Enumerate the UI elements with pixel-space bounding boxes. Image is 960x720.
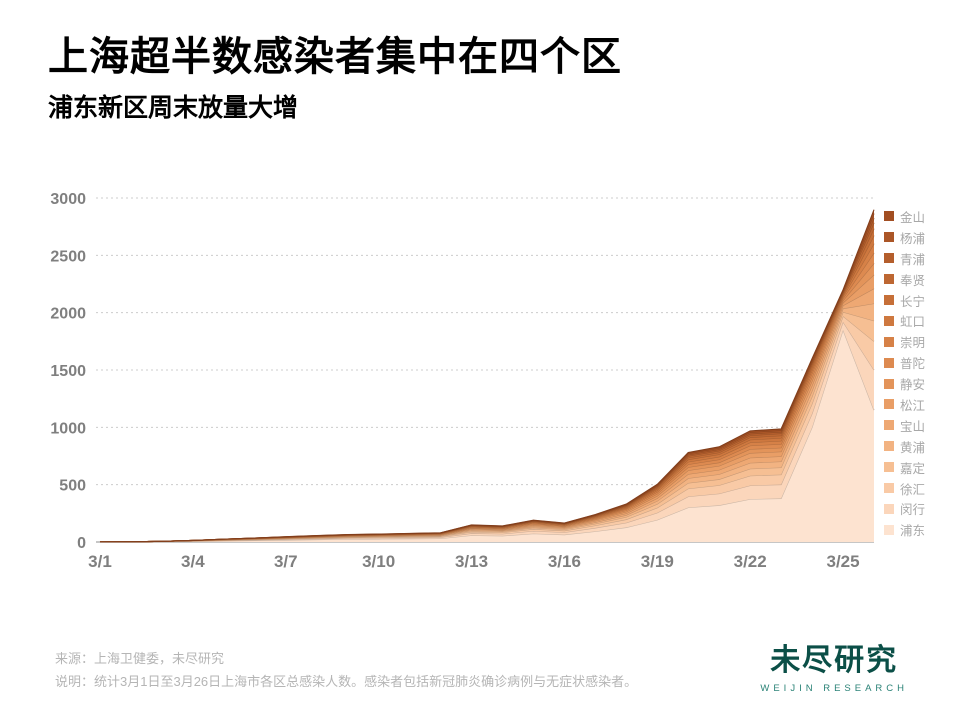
page-title: 上海超半数感染者集中在四个区	[48, 35, 622, 79]
legend-item: 黄浦	[884, 436, 925, 457]
y-tick-label: 3000	[50, 191, 86, 208]
x-tick-label: 3/25	[826, 552, 859, 571]
legend-swatch	[884, 483, 894, 494]
legend-item: 长宁	[884, 290, 925, 311]
logo-subtitle: WEIJIN RESEARCH	[760, 683, 908, 694]
legend-label: 宝山	[900, 419, 926, 434]
legend-label: 嘉定	[900, 461, 926, 476]
weijin-research-logo: 未尽研究 WEIJIN RESEARCH	[760, 635, 908, 694]
legend-label: 奉贤	[900, 273, 926, 288]
y-tick-label: 1500	[50, 363, 86, 380]
x-tick-label: 3/22	[734, 552, 767, 571]
y-tick-label: 2000	[50, 306, 86, 323]
page-subtitle: 浦东新区周末放量大增	[48, 94, 299, 122]
legend-item: 徐汇	[884, 478, 925, 499]
legend-item: 崇明	[884, 331, 925, 352]
legend-label: 徐汇	[900, 482, 926, 497]
legend-label: 黄浦	[900, 440, 926, 455]
legend-swatch	[884, 462, 894, 473]
legend-item: 宝山	[884, 415, 925, 436]
legend-swatch	[884, 211, 894, 222]
legend-swatch	[884, 399, 894, 410]
legend-label: 虹口	[900, 315, 926, 330]
legend-label: 浦东	[900, 524, 926, 539]
legend-item: 奉贤	[884, 269, 925, 290]
logo-wordmark: 未尽研究	[770, 643, 899, 678]
x-tick-label: 3/13	[455, 552, 488, 571]
legend-swatch	[884, 503, 894, 514]
series-area	[100, 329, 874, 542]
x-tick-label: 3/19	[641, 552, 674, 571]
y-tick-label: 2500	[50, 248, 86, 265]
legend-item: 嘉定	[884, 457, 925, 478]
legend-label: 普陀	[900, 357, 926, 372]
legend-label: 青浦	[900, 252, 926, 267]
legend-label: 静安	[900, 378, 926, 393]
stacked-area-chart: 0 500 1000 1500 2000 2500 3000 3/1 3/4 3/7 3/10 3/1…	[50, 191, 875, 571]
legend-item: 闵行	[884, 498, 925, 519]
legend-swatch	[884, 357, 894, 368]
source-note: 来源：上海卫健委，未尽研究	[55, 651, 225, 666]
legend-swatch	[884, 378, 894, 389]
legend-label: 松江	[900, 398, 926, 413]
x-tick-label: 3/7	[274, 552, 298, 571]
x-tick-label: 3/16	[548, 552, 581, 571]
legend-item: 虹口	[884, 310, 925, 331]
legend-swatch	[884, 420, 894, 431]
legend-label: 闵行	[900, 503, 926, 518]
legend-item: 杨浦	[884, 227, 925, 248]
chart-legend: 金山杨浦青浦奉贤长宁虹口崇明普陀静安松江宝山黄浦嘉定徐汇闵行浦东	[884, 206, 925, 540]
legend-swatch	[884, 336, 894, 347]
legend-item: 金山	[884, 206, 925, 227]
series-edge-line	[99, 209, 875, 543]
legend-item: 普陀	[884, 352, 925, 373]
legend-label: 长宁	[900, 294, 926, 309]
legend-label: 金山	[900, 210, 926, 225]
legend-item: 静安	[884, 373, 925, 394]
legend-item: 青浦	[884, 248, 925, 269]
legend-swatch	[884, 274, 894, 285]
legend-swatch	[884, 524, 894, 535]
legend-item: 浦东	[884, 519, 925, 540]
y-tick-label: 500	[59, 478, 86, 495]
x-tick-label: 3/10	[362, 552, 395, 571]
legend-swatch	[884, 295, 894, 305]
legend-swatch	[884, 441, 894, 452]
legend-swatch	[884, 232, 894, 243]
legend-label: 崇明	[900, 336, 926, 351]
legend-label: 杨浦	[900, 231, 926, 246]
methodology-note: 说明：统计3月1日至3月26日上海市各区总感染人数。感染者包括新冠肺炎确诊病例与…	[55, 674, 638, 689]
legend-swatch	[884, 315, 894, 326]
y-tick-label: 1000	[50, 420, 86, 437]
x-tick-label: 3/4	[181, 552, 205, 571]
legend-swatch	[884, 253, 894, 264]
legend-item: 松江	[884, 394, 925, 415]
x-tick-label: 3/1	[88, 552, 112, 571]
y-tick-label: 0	[77, 535, 86, 552]
